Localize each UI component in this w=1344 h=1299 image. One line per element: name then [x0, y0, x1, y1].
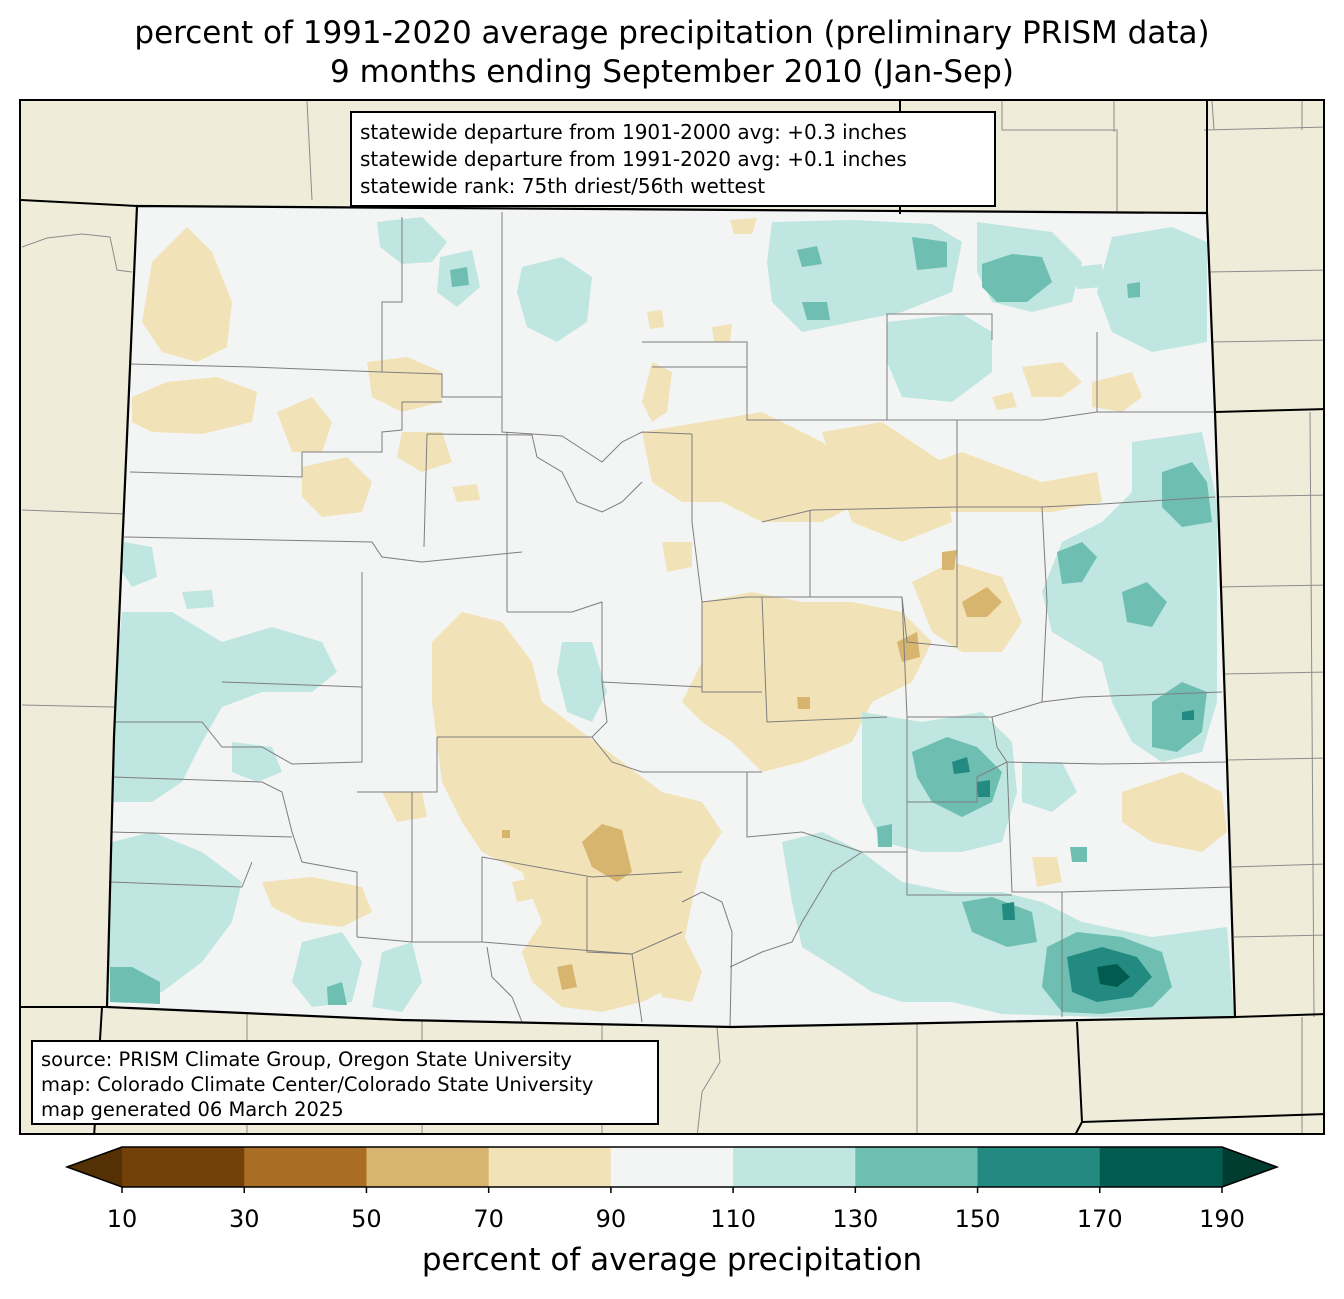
source-line: source: PRISM Climate Group, Oregon Stat… — [41, 1048, 572, 1071]
precipitation-contours — [108, 217, 1234, 1017]
colorbar-tick-label: 170 — [1076, 1205, 1123, 1233]
map-title-line-1: percent of 1991-2020 average precipitati… — [134, 15, 1210, 51]
map-panel — [19, 99, 1325, 1135]
colorbar-bin-30-50 — [244, 1147, 367, 1187]
departure-1991-2020: statewide departure from 1991-2020 avg: … — [360, 147, 907, 171]
colorbar-tick-label: 130 — [832, 1205, 879, 1233]
source-credit-box: source: PRISM Climate Group, Oregon Stat… — [31, 1040, 659, 1125]
colorbar-bin-10-30 — [122, 1147, 245, 1187]
colorbar — [64, 1146, 1280, 1193]
colorbar-bin-150-170 — [977, 1147, 1101, 1187]
county-boundaries — [109, 212, 1233, 1028]
colorbar-tick-label: 190 — [1199, 1205, 1245, 1233]
colorbar-tick-label: 10 — [106, 1205, 138, 1233]
colorbar-bin-50-70 — [366, 1147, 490, 1187]
map-credit-line: map: Colorado Climate Center/Colorado St… — [41, 1073, 594, 1096]
colorbar-tick-label: 70 — [473, 1205, 504, 1233]
colorbar-tick-label: 150 — [954, 1205, 1001, 1233]
map-title-line-2: 9 months ending September 2010 (Jan-Sep) — [330, 54, 1014, 90]
colorbar-bin-170-190 — [1099, 1147, 1223, 1187]
statewide-rank: statewide rank: 75th driest/56th wettest — [360, 174, 766, 198]
colorbar-tick-label: 50 — [351, 1205, 382, 1233]
colorbar-bin-110-130 — [733, 1147, 856, 1187]
colorbar-bin-90-110 — [610, 1147, 734, 1187]
colorbar-tick-label: 30 — [228, 1205, 260, 1233]
colorbar-tick-label: 110 — [710, 1205, 757, 1233]
precipitation-map — [21, 101, 1323, 1133]
generated-date-line: map generated 06 March 2025 — [41, 1098, 344, 1121]
colorbar-bin-70-90 — [488, 1147, 612, 1187]
colorbar-bin-130-150 — [855, 1147, 979, 1187]
colorbar-label: percent of average precipitation — [421, 1242, 923, 1278]
colorbar-over-arrow — [1222, 1147, 1277, 1187]
colorado-state-border — [105, 204, 1237, 1029]
departure-1901-2000: statewide departure from 1901-2000 avg: … — [360, 120, 907, 144]
statewide-stats-box: statewide departure from 1901-2000 avg: … — [350, 111, 996, 207]
colorbar-tick-label: 90 — [595, 1205, 627, 1233]
colorbar-under-arrow — [67, 1147, 122, 1187]
